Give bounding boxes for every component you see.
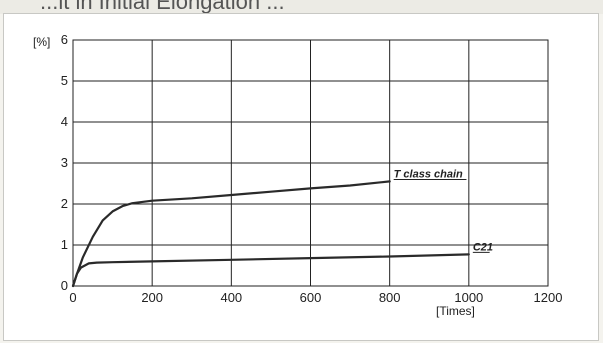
series-line	[71, 253, 470, 288]
y-unit-label: [%]	[33, 35, 50, 49]
y-tick-label: 6	[61, 32, 68, 47]
x-tick-label: 800	[379, 290, 401, 305]
y-axis-ticks: 0 1 2 3 4 5 6	[61, 32, 68, 293]
y-tick-label: 0	[61, 278, 68, 293]
cropped-header: ...lt in Initial Elongation ...	[0, 0, 603, 14]
series-label: C21	[473, 241, 493, 253]
x-tick-label: 1200	[534, 290, 563, 305]
y-tick-label: 4	[61, 114, 68, 129]
series-labels: T class chain C21	[393, 168, 493, 253]
series-line	[71, 180, 391, 288]
y-tick-label: 3	[61, 155, 68, 170]
plot-border	[72, 39, 549, 287]
x-tick-label: 400	[220, 290, 242, 305]
x-tick-label: 600	[300, 290, 322, 305]
y-tick-label: 2	[61, 196, 68, 211]
grid-lines	[73, 40, 548, 286]
x-unit-label: [Times]	[436, 304, 475, 318]
x-tick-label: 200	[141, 290, 163, 305]
series-lines	[71, 180, 470, 288]
x-axis-ticks: 0 200 400 600 800 1000 1200	[69, 290, 562, 305]
x-tick-label: 0	[69, 290, 76, 305]
y-tick-label: 1	[61, 237, 68, 252]
x-tick-label: 1000	[454, 290, 483, 305]
series-label: T class chain	[394, 168, 463, 180]
cropped-header-text: ...lt in Initial Elongation ...	[40, 0, 285, 14]
y-tick-label: 5	[61, 73, 68, 88]
